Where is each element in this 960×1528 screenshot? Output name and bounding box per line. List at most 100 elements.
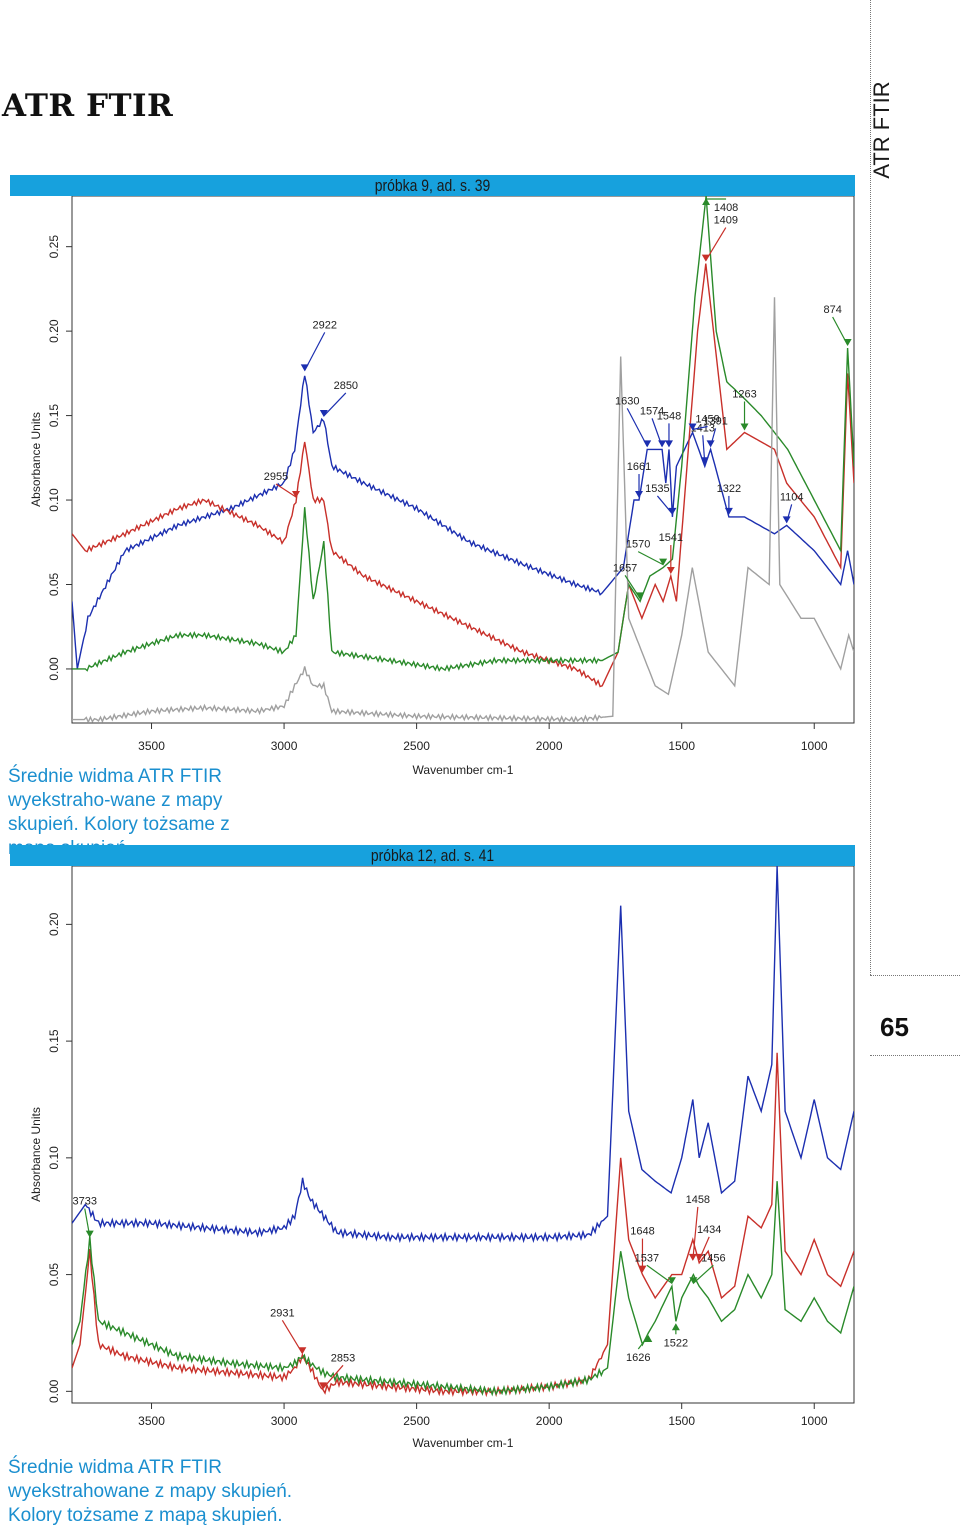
- annotation-arrowhead: [638, 1265, 647, 1273]
- annotation-arrow: [646, 1264, 673, 1284]
- annotation-label: 1413: [691, 422, 715, 434]
- annotation-arrow: [322, 1364, 344, 1389]
- annotation-label: 1458: [686, 1194, 710, 1206]
- annotation-label: 3733: [73, 1196, 97, 1208]
- y-tick-label: 0.10: [47, 488, 61, 512]
- annotation-arrowhead: [666, 567, 675, 575]
- chart-2-title: próbka 12, ad. s. 41: [370, 846, 495, 865]
- chart-2: 3500 3000 2500 2000 1500 1000 0.00 0.05 0.10 0.15…: [29, 866, 855, 1450]
- annotation-arrowhead: [740, 423, 749, 431]
- y-tick-label: 0.10: [47, 1146, 61, 1170]
- annotation-arrow: [637, 551, 664, 566]
- annotation-label: 1626: [626, 1352, 650, 1364]
- series-red-line: [72, 1052, 854, 1398]
- chart-1-banner: próbka 9, ad. s. 39: [10, 175, 855, 196]
- y-axis-label: Absorbance Units: [29, 1107, 43, 1202]
- annotation-arrowhead: [724, 507, 733, 515]
- chart-1-title: próbka 9, ad. s. 39: [374, 176, 491, 195]
- annotation-arrowhead: [300, 364, 309, 372]
- caption-bottom: Średnie widma ATR FTIR wyekstrahowane z …: [8, 1457, 293, 1526]
- annotation-arrow: [323, 392, 347, 417]
- annotation-arrowhead: [85, 1230, 94, 1238]
- chart-2-banner: próbka 12, ad. s. 41: [10, 845, 855, 866]
- annotation-arrowhead: [706, 440, 715, 448]
- section-title: ATR FTIR: [2, 88, 174, 124]
- annotation-label: 1408: [714, 202, 738, 214]
- annotation-arrowhead: [644, 1334, 653, 1342]
- annotation-arrowhead: [671, 1323, 680, 1331]
- x-tick-label: 3000: [271, 1414, 298, 1428]
- annotation-label: 1459: [695, 413, 719, 425]
- x-axis-label: Wavenumber cm-1: [413, 763, 514, 777]
- x-tick-label: 3000: [271, 739, 298, 753]
- x-tick-label: 2500: [403, 739, 430, 753]
- annotation-arrow: [626, 408, 648, 447]
- annotation-arrowhead: [700, 457, 709, 465]
- x-tick-label: 1500: [668, 1414, 695, 1428]
- y-tick-label: 0.15: [47, 1029, 61, 1053]
- annotation-label: 1409: [714, 215, 738, 227]
- annotation-label: 2853: [331, 1352, 355, 1364]
- annotation-arrow: [304, 332, 326, 371]
- annotation-arrowhead: [643, 440, 652, 448]
- annotation-label: 1574: [640, 405, 664, 417]
- annotation-label: 1570: [626, 539, 650, 551]
- annotation-arrowhead: [843, 339, 852, 347]
- annotation-arrowhead: [319, 1382, 328, 1390]
- side-tab: ATR FTIR: [862, 60, 902, 200]
- annotation-label: 1630: [615, 395, 639, 407]
- annotation-label: 1548: [657, 410, 681, 422]
- series-blue-line: [72, 375, 854, 670]
- series-gray-line: [72, 297, 854, 723]
- y-tick-label: 0.20: [47, 319, 61, 343]
- y-tick-label: 0.00: [47, 657, 61, 681]
- y-axis-label: Absorbance Units: [29, 412, 43, 507]
- annotation-label: 1322: [717, 483, 741, 495]
- annotation-arrowhead: [688, 1253, 697, 1261]
- annotation-label: 1391: [703, 415, 727, 427]
- series-red-line: [72, 263, 854, 688]
- annotation-label: 1456: [701, 1252, 725, 1264]
- annotation-label: 1648: [630, 1226, 654, 1238]
- annotation-label: 1541: [659, 532, 683, 544]
- annotation-label: 2955: [264, 471, 288, 483]
- annotation-arrow: [275, 483, 297, 498]
- annotation-label: 2850: [334, 380, 358, 392]
- annotation-label: 1104: [780, 491, 804, 503]
- x-tick-label: 1500: [668, 739, 695, 753]
- x-tick-label: 2500: [403, 1414, 430, 1428]
- page-number: 65: [880, 1012, 909, 1042]
- x-axis-label: Wavenumber cm-1: [413, 1436, 514, 1450]
- annotation-arrowhead: [298, 1347, 307, 1355]
- divider-top: [870, 975, 960, 976]
- divider-bottom: [870, 1055, 960, 1056]
- annotation-label: 2931: [270, 1307, 294, 1319]
- annotation-arrowhead: [658, 440, 667, 448]
- x-tick-label: 3500: [138, 739, 165, 753]
- x-tick-label: 3500: [138, 1414, 165, 1428]
- annotation-label: 1434: [697, 1224, 721, 1236]
- annotation-arrowhead: [291, 491, 300, 499]
- annotation-arrow: [692, 425, 708, 431]
- chart-1: 3500 3000 2500 2000 1500 1000 0.00 0.05 0.10 0.15…: [29, 196, 855, 777]
- annotation-arrowhead: [319, 409, 328, 417]
- annotation-label: 1535: [645, 483, 669, 495]
- plot-frame: [71, 196, 855, 724]
- y-tick-label: 0.25: [47, 235, 61, 259]
- series-green-line: [72, 196, 854, 673]
- y-tick-label: 0.05: [47, 572, 61, 596]
- y-tick-label: 0.15: [47, 404, 61, 428]
- annotation-arrowhead: [689, 1277, 698, 1285]
- plot-frame: [71, 866, 855, 1404]
- annotation-label: 2922: [313, 319, 337, 331]
- annotation-arrowhead: [668, 507, 677, 515]
- annotation-label: 1263: [732, 388, 756, 400]
- annotation-arrowhead: [635, 491, 644, 499]
- annotation-label: 1657: [613, 562, 637, 574]
- annotation-arrowhead: [636, 592, 645, 600]
- annotation-arrow: [656, 495, 673, 515]
- series-blue-line: [72, 866, 854, 1244]
- x-tick-label: 1000: [801, 739, 828, 753]
- annotation-arrow: [692, 1206, 699, 1260]
- annotation-label: 1661: [627, 461, 651, 473]
